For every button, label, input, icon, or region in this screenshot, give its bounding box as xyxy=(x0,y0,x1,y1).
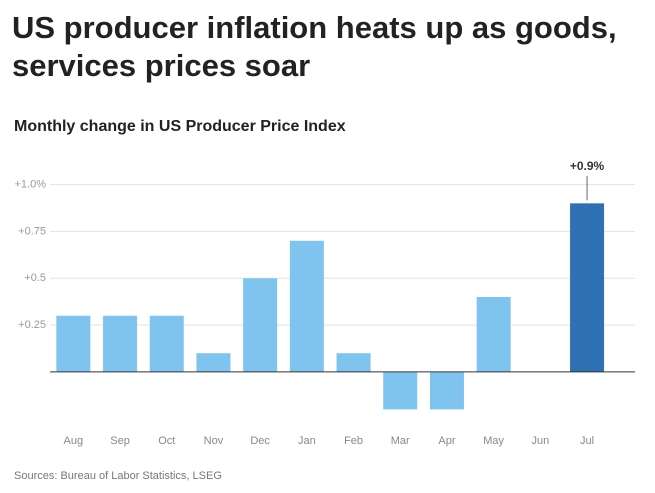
bar xyxy=(336,353,371,372)
chart-title: US producer inflation heats up as goods, xyxy=(12,10,617,45)
bar xyxy=(243,278,278,372)
x-tick-label: Oct xyxy=(158,435,175,447)
x-tick-label: Apr xyxy=(438,435,455,447)
bar xyxy=(149,315,184,372)
y-tick-label: +0.25 xyxy=(18,319,46,331)
x-tick-label: Dec xyxy=(250,435,270,447)
bar xyxy=(570,203,605,372)
bar xyxy=(383,371,418,410)
x-tick-label: Nov xyxy=(204,435,224,447)
bar xyxy=(476,297,511,372)
chart-title: services prices soar xyxy=(12,48,310,83)
bar xyxy=(103,315,138,372)
x-tick-label: May xyxy=(483,435,504,447)
bar xyxy=(429,371,464,410)
y-tick-label: +0.75 xyxy=(18,225,46,237)
x-tick-label: Mar xyxy=(391,435,410,447)
y-tick-label: +0.5 xyxy=(24,272,46,284)
x-tick-label: Jan xyxy=(298,435,316,447)
x-tick-label: Jun xyxy=(531,435,549,447)
chart-subtitle: Monthly change in US Producer Price Inde… xyxy=(14,118,346,135)
x-tick-label: Jul xyxy=(580,435,594,447)
bar xyxy=(56,315,91,372)
source: Sources: Bureau of Labor Statistics, LSE… xyxy=(14,470,222,482)
data-label: +0.9% xyxy=(570,159,605,173)
y-tick-label: +1.0% xyxy=(15,179,47,191)
x-tick-label: Aug xyxy=(64,435,84,447)
x-tick-label: Feb xyxy=(344,435,363,447)
x-tick-label: Sep xyxy=(110,435,130,447)
bar xyxy=(196,353,231,372)
bar xyxy=(289,240,324,372)
